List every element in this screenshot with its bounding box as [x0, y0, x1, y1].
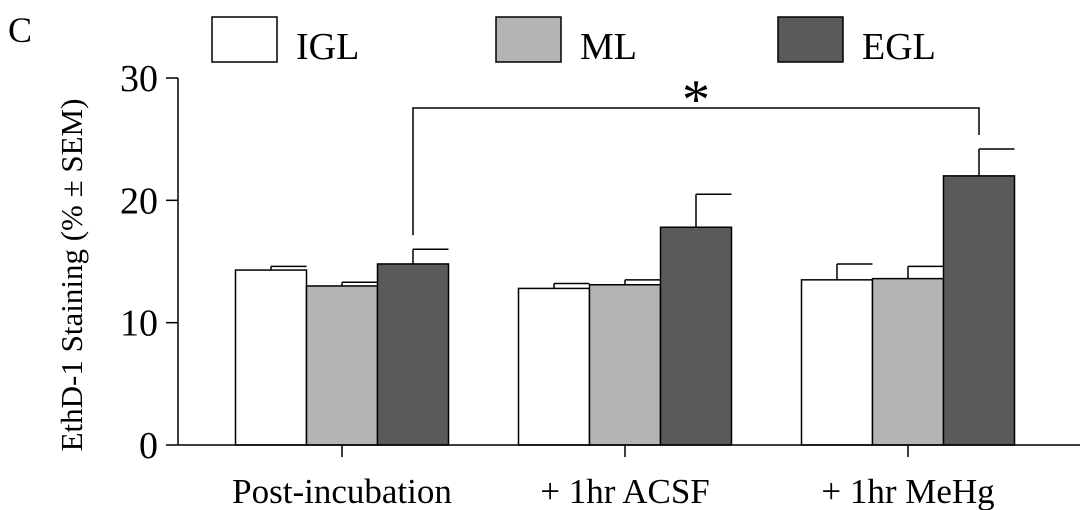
y-tick-label-30: 30	[120, 58, 158, 100]
bar-egl-0	[376, 263, 450, 446]
bar-egl-1	[659, 226, 733, 446]
bar-ml-1	[588, 283, 662, 446]
legend-swatch-igl	[211, 16, 278, 63]
x-tick-label-2: + 1hr MeHg	[821, 472, 994, 510]
y-tick-label-0: 0	[139, 425, 158, 467]
panel-label: C	[8, 10, 32, 50]
significance-asterisk: *	[682, 69, 710, 131]
significance-bracket	[412, 107, 980, 236]
legend-label-igl: IGL	[296, 26, 359, 68]
y-tick-label-20: 20	[120, 180, 158, 222]
y-tick-label-10: 10	[120, 303, 158, 345]
bar-igl-0	[234, 269, 308, 446]
x-tick-label-1: + 1hr ACSF	[540, 472, 710, 510]
legend-label-egl: EGL	[862, 26, 936, 68]
y-axis-label: EthD-1 Staining (% ± SEM)	[54, 99, 89, 452]
legend-swatch-egl	[777, 16, 844, 63]
bar-igl-1	[517, 287, 591, 446]
bar-ml-0	[305, 285, 379, 446]
legend-swatch-ml	[495, 16, 562, 63]
bar-igl-2	[800, 279, 874, 446]
bar-ml-2	[871, 277, 945, 446]
x-tick-label-0: Post-incubation	[232, 472, 452, 510]
legend-label-ml: ML	[580, 26, 637, 68]
bar-egl-2	[942, 175, 1016, 446]
